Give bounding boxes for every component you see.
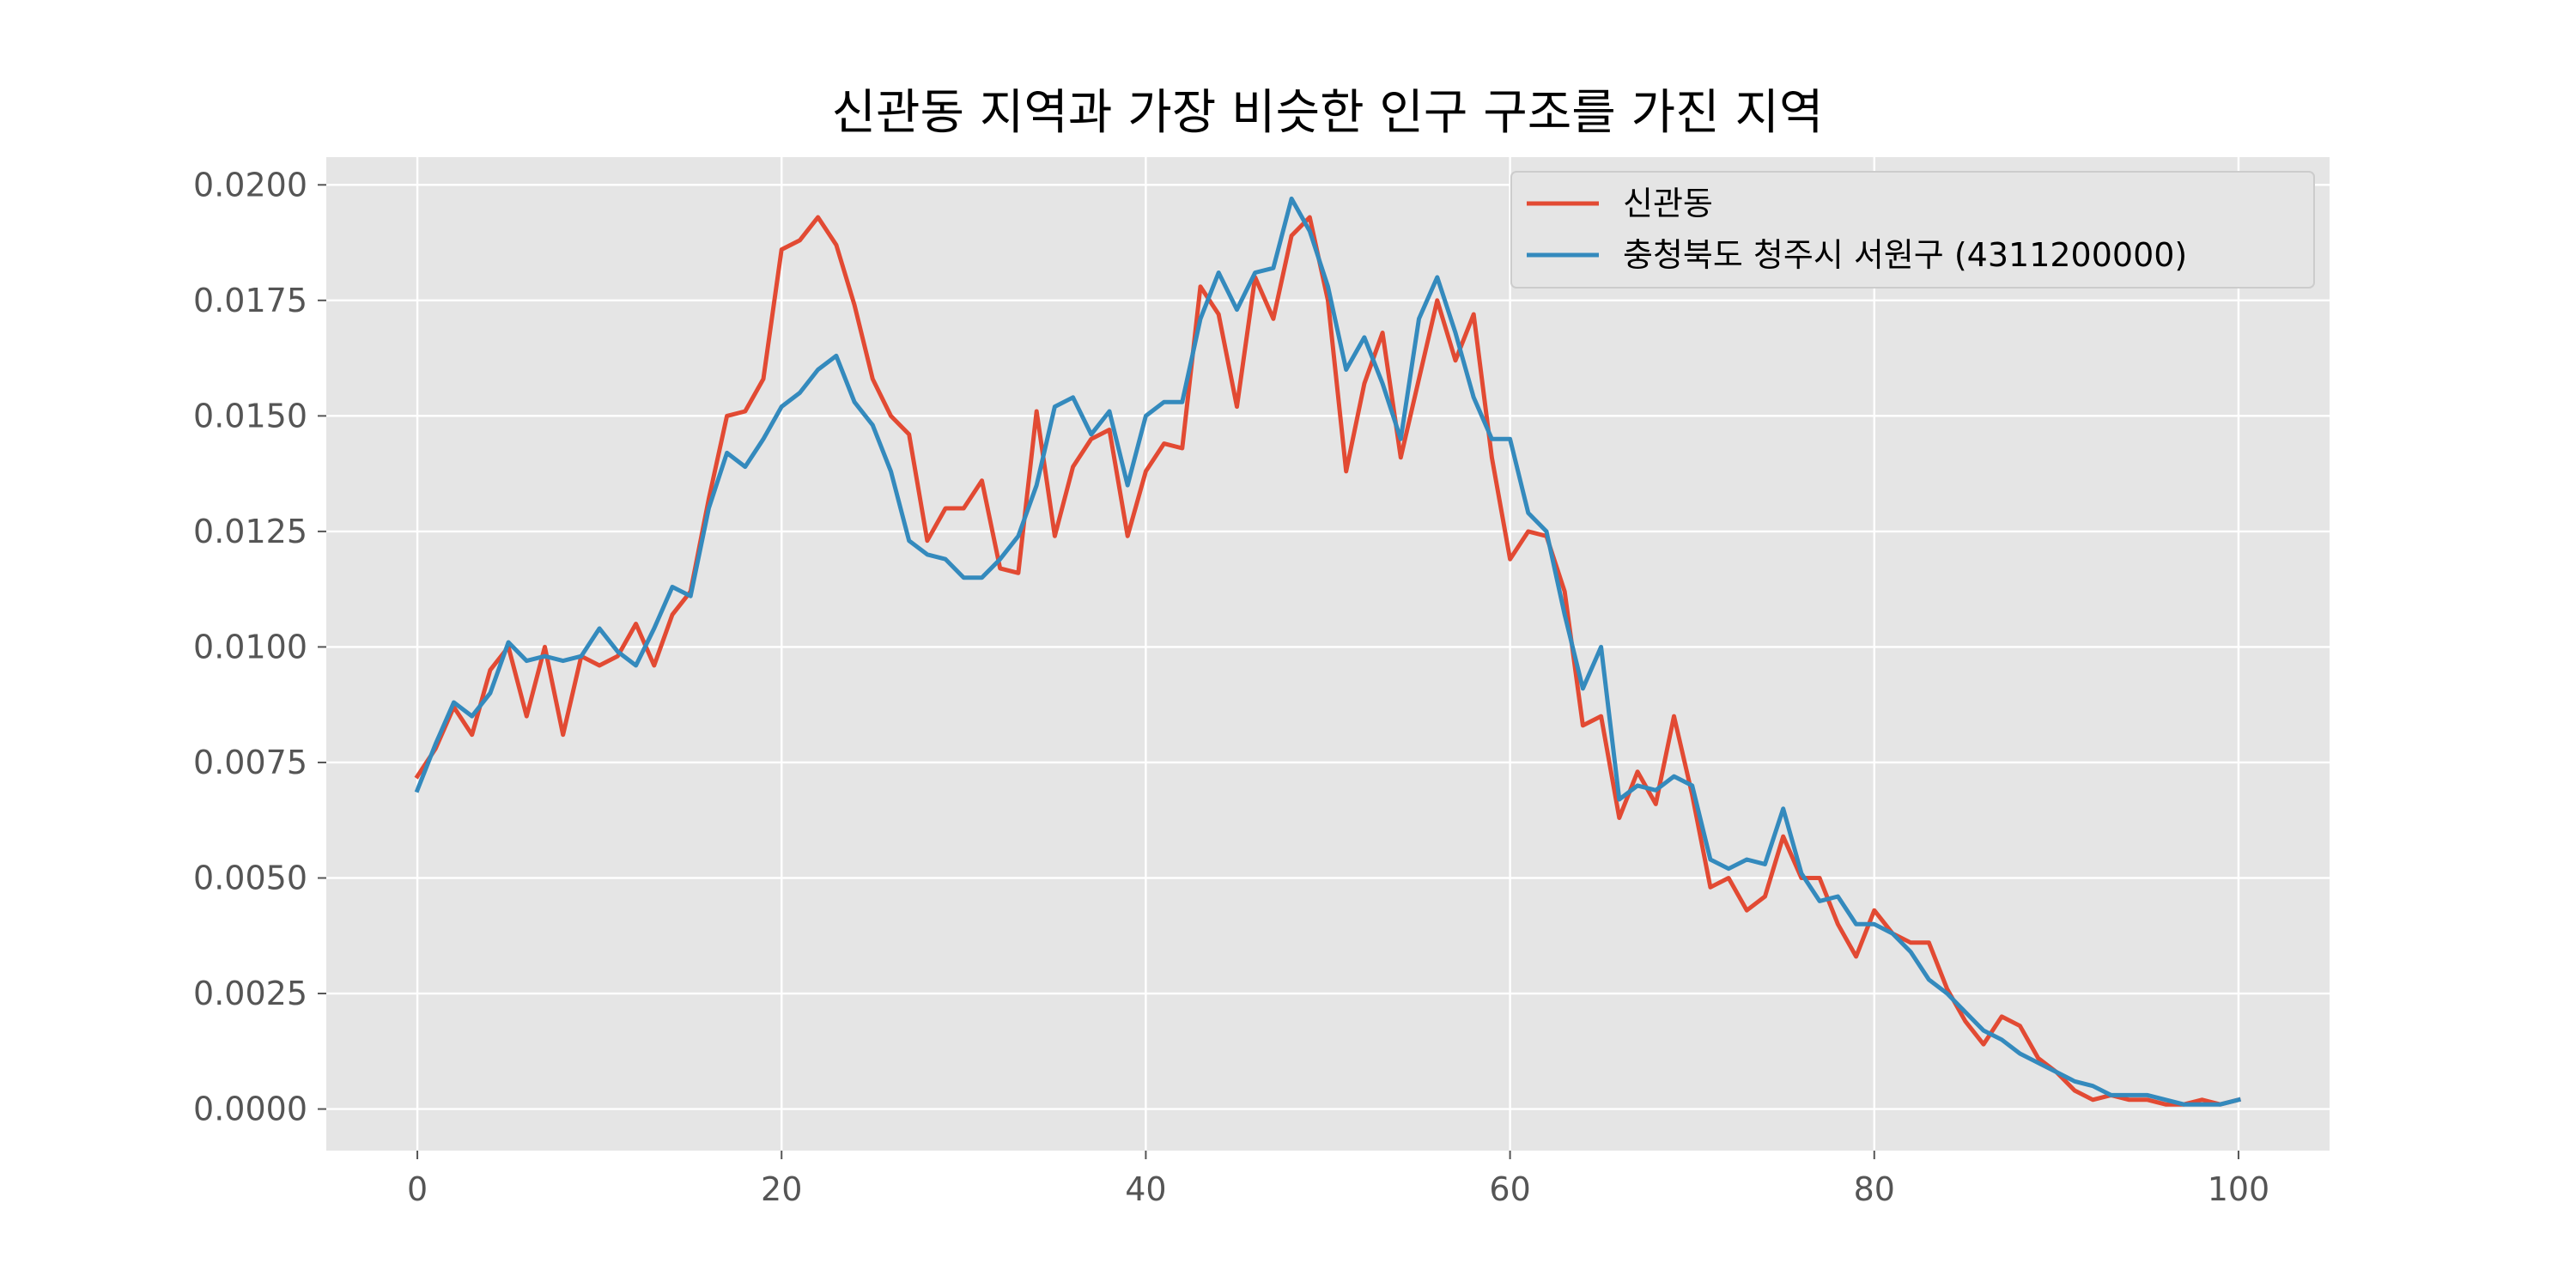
y-axis: 0.0000 0.0025 0.0050 0.0075 0.0100 0.0125 0.01… [193, 166, 326, 1128]
x-tick-label: 100 [2208, 1170, 2270, 1208]
y-tick-label: 0.0100 [193, 628, 307, 665]
x-tick-label: 0 [407, 1170, 428, 1208]
y-tick-label: 0.0050 [193, 859, 307, 896]
legend-label-seowon: 충청북도 청주시 서원구 (4311200000) [1623, 236, 2187, 274]
series-line-0 [414, 215, 2242, 1107]
x-axis: 0 20 40 60 80 100 [407, 1151, 2269, 1208]
x-tick-label: 40 [1125, 1170, 1166, 1208]
x-tick-label: 80 [1854, 1170, 1895, 1208]
chart-title: 신관동 지역과 가장 비슷한 인구 구조를 가진 지역 [831, 85, 1823, 141]
y-tick-label: 0.0200 [193, 166, 307, 204]
series-layer [414, 196, 2242, 1107]
y-tick-label: 0.0025 [193, 975, 307, 1012]
x-gridlines [416, 157, 2240, 1151]
y-tick-label: 0.0150 [193, 397, 307, 434]
x-tick-label: 20 [761, 1170, 802, 1208]
y-tick-label: 0.0125 [193, 513, 307, 550]
x-tick-label: 60 [1489, 1170, 1530, 1208]
y-tick-label: 0.0000 [193, 1091, 307, 1128]
series-line-1 [414, 196, 2242, 1107]
y-tick-label: 0.0075 [193, 744, 307, 781]
y-tick-label: 0.0175 [193, 282, 307, 319]
legend: 신관동 충청북도 청주시 서원구 (4311200000) [1510, 171, 2315, 289]
legend-box [1510, 171, 2315, 289]
legend-label-sinkwan: 신관동 [1623, 185, 1713, 222]
